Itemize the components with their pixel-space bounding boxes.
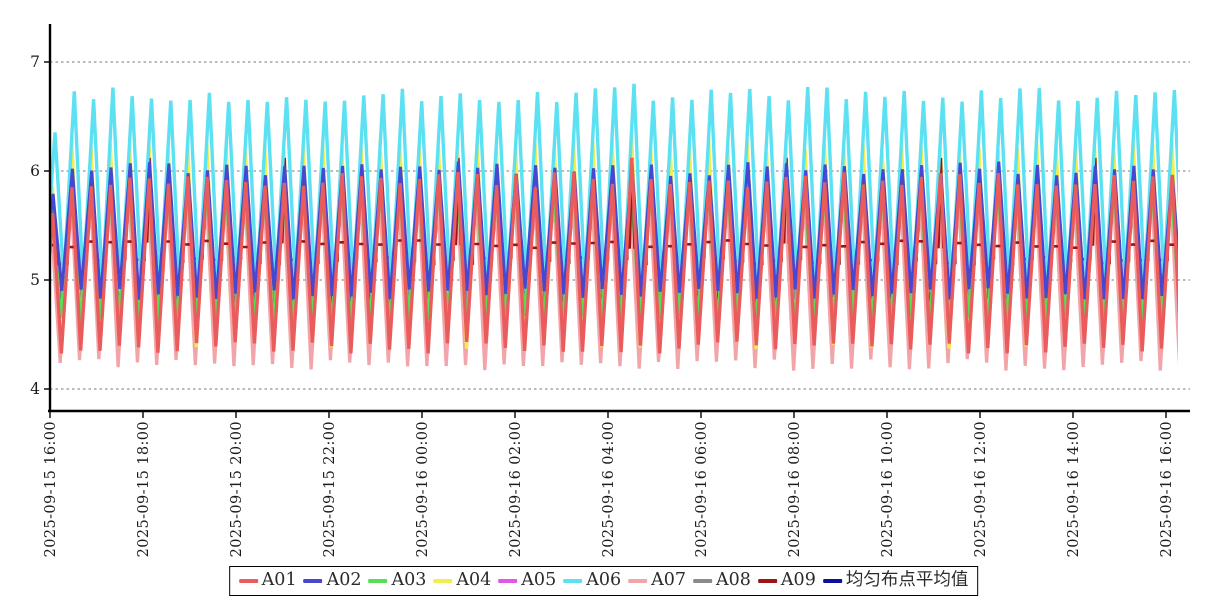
x-tick-label: 2025-09-16 16:00 [1159,421,1175,557]
legend-swatch-icon [368,579,388,583]
legend-label: A04 [456,570,492,591]
x-tick-label: 2025-09-15 16:00 [43,421,59,557]
x-tick-label: 2025-09-16 12:00 [973,421,989,557]
legend-swatch-icon [303,579,323,583]
y-tick-label-5: 5 [30,271,40,289]
legend-item-A05: A05 [498,572,556,590]
series-line-A01 [50,157,1178,354]
legend-label: 均匀布点平均值 [845,570,969,591]
legend-item-A01: A01 [238,570,297,591]
y-tick-label-6: 6 [30,162,40,180]
x-tick-label: 2025-09-16 08:00 [787,421,803,557]
legend-label: A02 [326,570,362,591]
axes [48,24,1190,413]
legend-label: A07 [651,570,687,591]
x-tick-label: 2025-09-16 02:00 [508,421,524,557]
x-tick-label: 2025-09-15 20:00 [229,421,245,557]
legend-label: A09 [780,570,816,591]
y-tick-label-7: 7 [30,53,40,71]
legend-item-均匀布点平均值: 均匀布点平均值 [822,570,969,591]
legend-label: A01 [261,570,297,591]
x-tick-label: 2025-09-15 22:00 [322,421,338,557]
legend-swatch-icon [238,579,258,583]
legend-item-A06: A06 [563,572,621,590]
legend-label: A06 [586,570,622,591]
legend-item-A04: A04 [433,572,491,590]
x-axis-ticks: 2025-09-15 16:00 2025-09-15 18:00 2025-09-… [43,412,1175,557]
legend-swatch-icon [693,579,713,583]
x-tick-label: 2025-09-16 10:00 [880,421,896,557]
legend-swatch-icon [757,579,777,583]
x-tick-label: 2025-09-16 06:00 [694,421,710,557]
legend-item-A09: A09 [757,570,816,591]
x-tick-label: 2025-09-16 04:00 [601,421,617,557]
series-lines [50,83,1178,371]
legend-item-A08: A08 [693,572,751,590]
legend-label: A03 [391,570,427,591]
legend-item-A03: A03 [368,572,426,590]
legend-swatch-icon [433,579,453,583]
legend-swatch-icon [628,579,648,583]
x-tick-label: 2025-09-16 00:00 [415,421,431,557]
legend-swatch-icon [822,579,842,583]
legend-swatch-icon [563,579,583,583]
legend-item-A02: A02 [303,570,362,591]
legend-label: A05 [521,570,557,591]
legend-swatch-icon [498,579,518,583]
legend-label: A08 [716,570,751,591]
x-tick-label: 2025-09-16 14:00 [1066,421,1082,557]
legend-item-A07: A07 [628,572,686,590]
x-tick-label: 2025-09-15 18:00 [136,421,152,557]
chart-legend: A01 A02 A03 A04 A05 A06 A07 A08 A09 均匀布点平均值 [228,566,979,596]
y-axis-ticks: 7 6 5 4 [30,53,50,398]
y-tick-label-4: 4 [30,380,40,398]
